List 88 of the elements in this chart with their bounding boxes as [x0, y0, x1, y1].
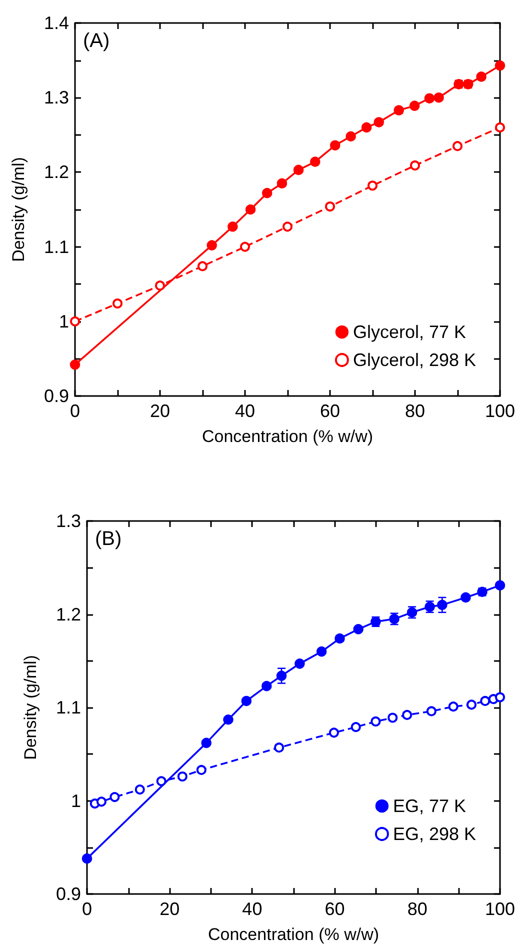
y-tick-label: 0.9 [56, 884, 81, 904]
point [156, 776, 166, 786]
point [494, 580, 506, 590]
point [223, 714, 234, 725]
point [325, 202, 335, 212]
y-tick-label: 1.1 [56, 698, 81, 718]
point [310, 156, 320, 167]
point [201, 738, 212, 748]
x-tick-label: 40 [242, 899, 262, 919]
point [198, 261, 208, 272]
x-tick-label: 100 [484, 899, 516, 919]
point [241, 696, 252, 706]
point [262, 680, 272, 692]
point [368, 180, 378, 191]
point [82, 853, 92, 864]
y-axis-title: Density (g/ml) [9, 157, 28, 262]
point [177, 772, 188, 782]
point [346, 131, 356, 142]
point [402, 710, 412, 720]
point [353, 624, 364, 634]
y-tick-label: 1 [70, 790, 81, 811]
point [134, 784, 145, 795]
y-tick-label: 1.2 [56, 604, 81, 624]
point [110, 792, 120, 802]
point [494, 60, 506, 71]
point [476, 72, 486, 82]
x-tick-label: 0 [82, 899, 92, 919]
point [361, 122, 372, 133]
point [410, 160, 420, 170]
point [276, 178, 288, 188]
legend-label: Glycerol, 298 K [352, 350, 476, 370]
x-tick-label: 80 [407, 899, 428, 919]
point [274, 742, 284, 753]
point [370, 716, 381, 726]
point [328, 728, 339, 738]
x-tick-label: 40 [234, 401, 256, 421]
y-tick-label: 0.9 [44, 386, 69, 406]
y-tick-label: 1.2 [44, 162, 69, 182]
x-tick-label: 20 [150, 401, 170, 421]
y-tick-label: 1.3 [44, 88, 69, 108]
point [448, 702, 458, 712]
point [240, 242, 250, 252]
point [282, 222, 292, 232]
point [495, 692, 505, 702]
point [316, 646, 327, 657]
x-axis-title: Concentration (% w/w) [208, 925, 380, 944]
point [374, 117, 384, 128]
point [155, 280, 165, 291]
point [196, 764, 206, 775]
point [70, 316, 80, 326]
point [70, 360, 80, 370]
point [424, 93, 435, 104]
point [460, 592, 471, 603]
x-tick-label: 100 [484, 401, 516, 421]
point [426, 706, 436, 716]
annotation: (A) [83, 30, 110, 52]
point [452, 141, 462, 152]
point [330, 140, 340, 150]
legend-label: Glycerol, 77 K [352, 322, 466, 342]
y-axis-title: Density (g/ml) [21, 655, 40, 760]
y-tick-label: 1.1 [44, 236, 69, 257]
point [206, 240, 217, 250]
point [293, 164, 304, 176]
point [388, 712, 398, 723]
y-tick-label: 1 [58, 311, 69, 332]
annotation: (B) [95, 528, 122, 550]
y-tick-label: 1.3 [56, 511, 81, 531]
point [495, 122, 505, 132]
x-tick-label: 60 [324, 899, 345, 919]
x-tick-label: 80 [404, 401, 426, 421]
legend-label: EG, 77 K [392, 796, 466, 816]
point [245, 204, 256, 215]
legend-label: EG, 298 K [392, 824, 476, 844]
point [96, 796, 106, 807]
x-tick-label: 60 [320, 401, 340, 421]
point [466, 700, 477, 710]
x-tick-label: 0 [70, 401, 80, 421]
point [480, 696, 490, 706]
point [350, 722, 361, 732]
point [262, 188, 272, 198]
point [228, 222, 238, 232]
x-axis-title: Concentration (% w/w) [202, 427, 374, 446]
y-tick-label: 1.4 [44, 13, 69, 33]
x-tick-label: 20 [160, 899, 180, 919]
point [434, 92, 444, 103]
point [112, 298, 122, 308]
point [409, 100, 420, 111]
point [294, 658, 305, 669]
